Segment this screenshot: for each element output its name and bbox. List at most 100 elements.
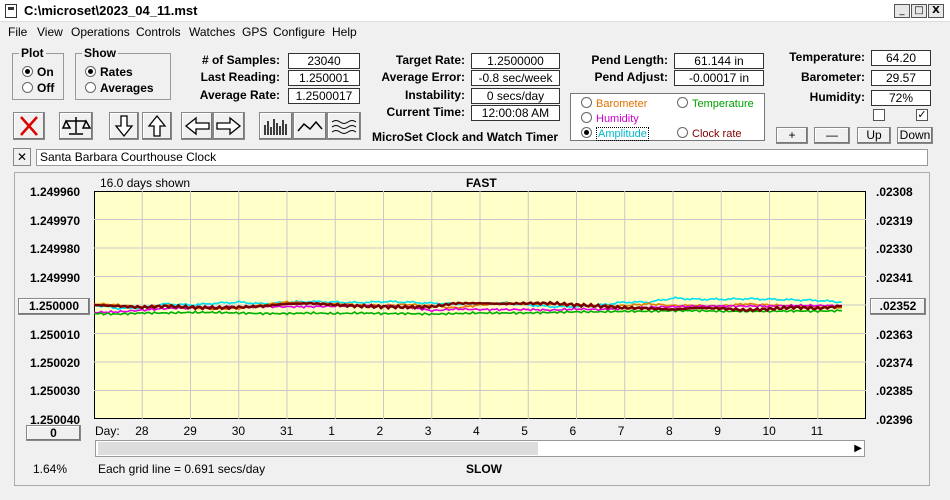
- y-left-tick: 1.249990: [30, 271, 81, 285]
- balance-button[interactable]: [59, 112, 93, 140]
- radio-selected-icon: [22, 66, 33, 77]
- arrow-down-icon: [114, 115, 134, 138]
- trace-humidity-label: Humidity: [596, 113, 639, 125]
- scale-minus-button[interactable]: —: [814, 127, 850, 144]
- plot-on-radio[interactable]: On: [22, 65, 54, 79]
- wave-button[interactable]: [293, 112, 327, 140]
- target-rate-value[interactable]: 1.2500000: [471, 53, 560, 69]
- radio-icon: [22, 82, 33, 93]
- trace-barometer-option[interactable]: Barometer: [581, 97, 647, 110]
- trace-amplitude-label: Amplitude: [596, 127, 649, 141]
- checkbox-1[interactable]: [873, 109, 885, 121]
- fast-label: FAST: [466, 176, 497, 190]
- day-label: 31: [280, 424, 294, 438]
- maximize-button[interactable]: □: [911, 4, 927, 18]
- average-rate-label: Average Rate:: [199, 88, 280, 102]
- show-averages-label: Averages: [100, 81, 154, 95]
- y-right-tick: .02330: [876, 242, 913, 256]
- day-label: 7: [617, 424, 625, 438]
- day-label: 9: [714, 424, 721, 438]
- trace-amplitude-option[interactable]: Amplitude: [581, 127, 649, 141]
- scrollbar-thumb[interactable]: [98, 442, 538, 455]
- rate-down-button[interactable]: [109, 112, 139, 140]
- day-label: 29: [183, 424, 197, 438]
- day-prefix-label: Day:: [95, 424, 120, 438]
- close-button[interactable]: X: [928, 4, 944, 18]
- close-clock-button[interactable]: ✕: [13, 148, 31, 166]
- y-right-tick: .02319: [876, 214, 913, 228]
- center-amplitude-button[interactable]: .02352: [870, 298, 926, 315]
- y-left-tick: 1.250010: [30, 328, 81, 342]
- menu-configure[interactable]: Configure: [273, 25, 326, 39]
- day-label: 10: [762, 424, 776, 438]
- bar-graph-icon: [264, 119, 287, 135]
- day-label: 6: [569, 424, 577, 438]
- menu-operations[interactable]: Operations: [71, 25, 130, 39]
- radio-icon: [677, 97, 688, 108]
- rate-up-button[interactable]: [142, 112, 172, 140]
- trace-temperature-option[interactable]: Temperature: [677, 97, 754, 110]
- humidity-value: 72%: [871, 90, 931, 106]
- menu-file[interactable]: File: [8, 25, 28, 39]
- ripple-icon: [331, 120, 357, 134]
- scroll-right-button[interactable]: [213, 112, 245, 140]
- scroll-right-arrow-icon[interactable]: ▶: [854, 443, 862, 454]
- y-left-tick: 1.249970: [30, 214, 81, 228]
- menu-help[interactable]: Help: [332, 25, 357, 39]
- temperature-value: 64.20: [871, 50, 931, 66]
- slow-label: SLOW: [466, 462, 502, 476]
- menu-controls[interactable]: Controls: [136, 25, 181, 39]
- days-shown-label: 16.0 days shown: [100, 176, 191, 190]
- y-left-tick: 1.249980: [30, 242, 81, 256]
- trace-humidity-option[interactable]: Humidity: [581, 112, 639, 125]
- day-label: 8: [666, 424, 673, 438]
- radio-selected-icon: [85, 66, 96, 77]
- pend-adjust-value: -0.00017 in: [674, 70, 764, 86]
- clock-name-field[interactable]: Santa Barbara Courthouse Clock: [36, 149, 928, 166]
- last-reading-label: Last Reading:: [200, 70, 280, 84]
- plot-area: [94, 191, 866, 419]
- trace-selector-panel: Barometer Temperature Humidity Clock rat…: [570, 93, 765, 141]
- clear-button[interactable]: [13, 112, 45, 140]
- bar-graph-button[interactable]: [259, 112, 293, 140]
- plot-off-radio[interactable]: Off: [22, 81, 54, 95]
- trace-temperature-label: Temperature: [692, 98, 754, 110]
- app-icon: [5, 4, 17, 18]
- plot-on-label: On: [37, 65, 54, 79]
- menu-gps[interactable]: GPS: [242, 25, 268, 39]
- menu-watches[interactable]: Watches: [189, 25, 236, 39]
- ripple-button[interactable]: [327, 112, 361, 140]
- checkbox-2[interactable]: ✓: [916, 109, 928, 121]
- instability-label: Instability:: [404, 88, 465, 102]
- arrow-right-icon: [216, 116, 242, 136]
- plot-group: Plot: [12, 46, 64, 100]
- pend-length-value[interactable]: 61.144 in: [674, 53, 764, 69]
- zero-button[interactable]: 0: [26, 425, 81, 441]
- average-rate-value: 1.2500017: [288, 88, 360, 104]
- day-label: 4: [473, 424, 480, 438]
- center-rate-button[interactable]: 1.250000: [18, 298, 90, 315]
- trace-clock-rate-option[interactable]: Clock rate: [677, 127, 742, 140]
- horizontal-scrollbar[interactable]: ▶: [95, 440, 865, 457]
- menu-view[interactable]: View: [37, 25, 63, 39]
- scroll-left-button[interactable]: [181, 112, 213, 140]
- percent-label: 1.64%: [33, 462, 68, 476]
- current-time-label: Current Time:: [386, 105, 465, 119]
- scale-up-button[interactable]: Up: [857, 127, 891, 144]
- show-averages-radio[interactable]: Averages: [85, 81, 154, 95]
- day-label: 3: [424, 424, 432, 438]
- average-error-label: Average Error:: [381, 70, 465, 84]
- trace-clock-rate-label: Clock rate: [692, 128, 742, 140]
- scale-plus-button[interactable]: +: [776, 127, 808, 144]
- show-group: Show: [75, 46, 171, 100]
- show-group-legend: Show: [84, 46, 116, 60]
- grid-note-label: Each grid line = 0.691 secs/day: [98, 462, 266, 476]
- humidity-label: Humidity:: [809, 90, 865, 104]
- scale-down-button[interactable]: Down: [897, 127, 933, 144]
- instability-value: 0 secs/day: [471, 88, 560, 104]
- show-rates-radio[interactable]: Rates: [85, 65, 133, 79]
- show-rates-label: Rates: [100, 65, 133, 79]
- minimize-button[interactable]: _: [894, 4, 910, 18]
- y-right-tick: .02385: [876, 384, 913, 398]
- samples-value: 23040: [288, 53, 360, 69]
